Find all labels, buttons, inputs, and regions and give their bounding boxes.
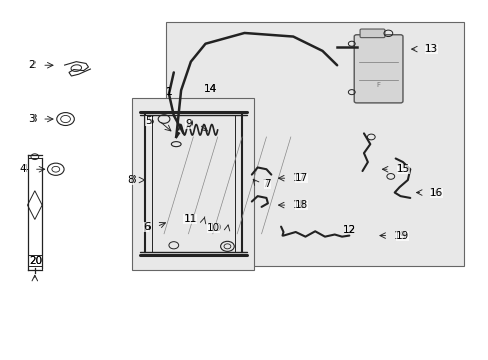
Text: 4: 4	[20, 164, 26, 174]
Text: 5: 5	[146, 116, 153, 126]
Text: 3: 3	[28, 114, 35, 124]
Text: 8: 8	[127, 175, 134, 185]
Text: 11: 11	[184, 215, 198, 224]
Text: 6: 6	[144, 222, 151, 231]
Text: 5: 5	[145, 116, 152, 126]
Text: 3: 3	[30, 114, 36, 124]
Text: 1: 1	[165, 87, 172, 97]
Text: 7: 7	[262, 179, 268, 189]
Text: 2: 2	[30, 60, 36, 70]
FancyBboxPatch shape	[353, 35, 402, 103]
Text: 15: 15	[395, 164, 408, 174]
Text: 7: 7	[264, 179, 270, 189]
FancyBboxPatch shape	[359, 29, 384, 38]
Text: 19: 19	[395, 231, 408, 240]
Text: 19: 19	[393, 231, 407, 240]
Text: 15: 15	[396, 164, 409, 174]
Text: 8: 8	[129, 175, 136, 185]
Text: 2: 2	[28, 60, 35, 70]
Text: 12: 12	[342, 225, 355, 235]
Text: 1: 1	[165, 87, 172, 97]
Text: 20: 20	[30, 256, 43, 266]
Text: 17: 17	[293, 173, 306, 183]
Bar	[166, 22, 463, 266]
Text: 12: 12	[342, 225, 355, 235]
Text: F: F	[376, 82, 380, 88]
Text: 9: 9	[185, 120, 191, 129]
Bar	[132, 98, 254, 270]
Text: 13: 13	[423, 44, 436, 54]
Text: 17: 17	[294, 173, 307, 183]
Text: 20: 20	[30, 256, 43, 266]
Text: 4: 4	[21, 164, 28, 174]
Text: 13: 13	[424, 44, 437, 54]
Text: 14: 14	[203, 84, 217, 94]
Text: 18: 18	[293, 200, 306, 210]
Text: 18: 18	[294, 200, 307, 210]
Text: 10: 10	[208, 224, 221, 233]
Text: 10: 10	[206, 224, 220, 233]
Text: 16: 16	[429, 188, 442, 198]
Text: 16: 16	[427, 188, 441, 198]
Text: 14: 14	[203, 84, 217, 94]
Text: 6: 6	[142, 222, 149, 231]
Text: 9: 9	[186, 120, 193, 129]
Text: 11: 11	[183, 215, 196, 224]
